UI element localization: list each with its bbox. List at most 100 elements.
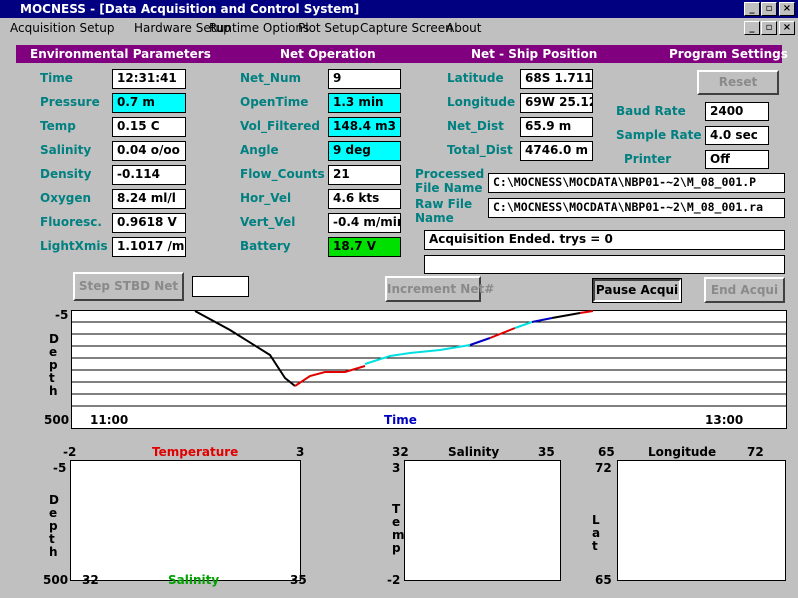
axis-title: Salinity	[448, 445, 500, 459]
title-bar: MOCNESS - [Data Acquisition and Control …	[0, 0, 798, 18]
field-value: 9 deg	[328, 141, 401, 161]
axis-title: Temp	[392, 502, 405, 555]
button: Step STBD Net	[73, 272, 184, 301]
field-label: Battery	[240, 239, 291, 253]
trace	[579, 310, 594, 314]
setting-label: Printer	[624, 152, 672, 166]
field-value: 9	[328, 69, 401, 89]
field-label: Pressure	[40, 95, 100, 109]
axis-title: Depth	[49, 332, 59, 398]
axis-label: 35	[290, 573, 307, 587]
field-value: -0.114	[112, 165, 186, 185]
axis-label: 3	[392, 461, 401, 475]
close[interactable]: ×	[779, 2, 795, 16]
axis-label: 65	[595, 573, 612, 587]
file-label: Raw File Name	[415, 197, 473, 225]
field-label: Salinity	[40, 143, 92, 157]
plot-area	[617, 460, 786, 581]
button: End Acqui	[704, 277, 785, 303]
field-value: 12:31:41	[112, 69, 186, 89]
field-label: Density	[40, 167, 92, 181]
axis-label: 500	[44, 413, 70, 427]
setting-label: Sample Rate	[616, 128, 702, 142]
trace	[531, 317, 553, 323]
field-value: 8.24 ml/l	[112, 189, 186, 209]
minimize[interactable]: _	[744, 2, 760, 16]
menu-item[interactable]: Plot Setup	[298, 21, 360, 35]
trace	[364, 344, 471, 365]
field-label: Oxygen	[40, 191, 92, 205]
axis-label: 32	[82, 573, 99, 587]
plot-area	[70, 460, 301, 581]
button[interactable]: Pause Acqui	[592, 278, 682, 303]
trace	[194, 310, 296, 387]
trace	[294, 365, 366, 387]
menu-item[interactable]: Acquisition Setup	[10, 21, 115, 35]
field-label: Time	[40, 71, 73, 85]
trace	[514, 321, 533, 329]
menu-item[interactable]: Hardware Setup	[134, 21, 231, 35]
field-label: Net_Num	[240, 71, 302, 85]
axis-title: Depth	[49, 493, 59, 559]
axis-title: Lat	[592, 513, 601, 553]
axis-label: -2	[387, 573, 401, 587]
axis-label: 32	[392, 445, 409, 459]
field-label: LightXmis	[40, 239, 108, 253]
field-label: Fluoresc.	[40, 215, 102, 229]
axis-label: 11:00	[90, 413, 129, 427]
field-label: Vert_Vel	[240, 215, 296, 229]
file-path: C:\MOCNESS\MOCDATA\NBP01-~2\M_08_001.P	[488, 173, 785, 193]
field-label: Hor_Vel	[240, 191, 292, 205]
field-label: Latitude	[447, 71, 504, 85]
child-close[interactable]: ×	[779, 21, 795, 35]
section-title: Environmental Parameters	[30, 47, 211, 61]
axis-label: 500	[43, 573, 69, 587]
field-value: 18.7 V	[328, 237, 401, 257]
field-label: Longitude	[447, 95, 516, 109]
axis-label: 72	[747, 445, 764, 459]
field-label: Temp	[40, 119, 76, 133]
file-label: Processed File Name	[415, 167, 485, 195]
field-value: 148.4 m3	[328, 117, 401, 137]
file-path: C:\MOCNESS\MOCDATA\NBP01-~2\M_08_001.ra	[488, 198, 785, 218]
axis-label: -5	[53, 461, 67, 475]
field-value: -0.4 m/min	[328, 213, 401, 233]
setting-label: Baud Rate	[616, 104, 686, 118]
axis-label: 3	[296, 445, 305, 459]
button: Increment Net#	[385, 276, 494, 302]
message-box	[424, 255, 785, 274]
setting-value: Off	[705, 150, 769, 169]
menu-item[interactable]: About	[446, 21, 482, 35]
axis-label: -2	[63, 445, 77, 459]
field-label: Flow_Counts	[240, 167, 325, 181]
field-label: Vol_Filtered	[240, 119, 320, 133]
field-value: 0.7 m	[112, 93, 186, 113]
status-box: Acquisition Ended. trys = 0	[424, 230, 785, 250]
section-title: Program Settings	[669, 47, 788, 61]
section-title: Net Operation	[280, 47, 376, 61]
setting-value: 4.0 sec	[705, 126, 769, 145]
axis-label: 35	[538, 445, 555, 459]
restore[interactable]: ▫	[761, 2, 777, 16]
menu-item[interactable]: Capture Screen	[360, 21, 453, 35]
net-input	[192, 276, 249, 297]
axis-label: -5	[55, 308, 69, 322]
menu-item[interactable]: Runtime Options	[209, 21, 310, 35]
child-minimize[interactable]: _	[744, 21, 760, 35]
field-value: 1.1017 /m	[112, 237, 186, 257]
setting-value: 2400	[705, 102, 769, 121]
field-label: Net_Dist	[447, 119, 504, 133]
axis-title: Time	[384, 413, 417, 427]
field-label: OpenTime	[240, 95, 309, 109]
axis-title: Temperature	[152, 445, 239, 459]
section-header	[16, 45, 782, 63]
field-value: 4.6 kts	[328, 189, 401, 209]
child-restore[interactable]: ▫	[761, 21, 777, 35]
field-value: 0.15 C	[112, 117, 186, 137]
axis-label: 72	[595, 461, 612, 475]
window-title: MOCNESS - [Data Acquisition and Control …	[20, 2, 360, 16]
field-value: 1.3 min	[328, 93, 401, 113]
trace	[469, 337, 491, 346]
field-value: 69W 25.12	[520, 93, 593, 113]
